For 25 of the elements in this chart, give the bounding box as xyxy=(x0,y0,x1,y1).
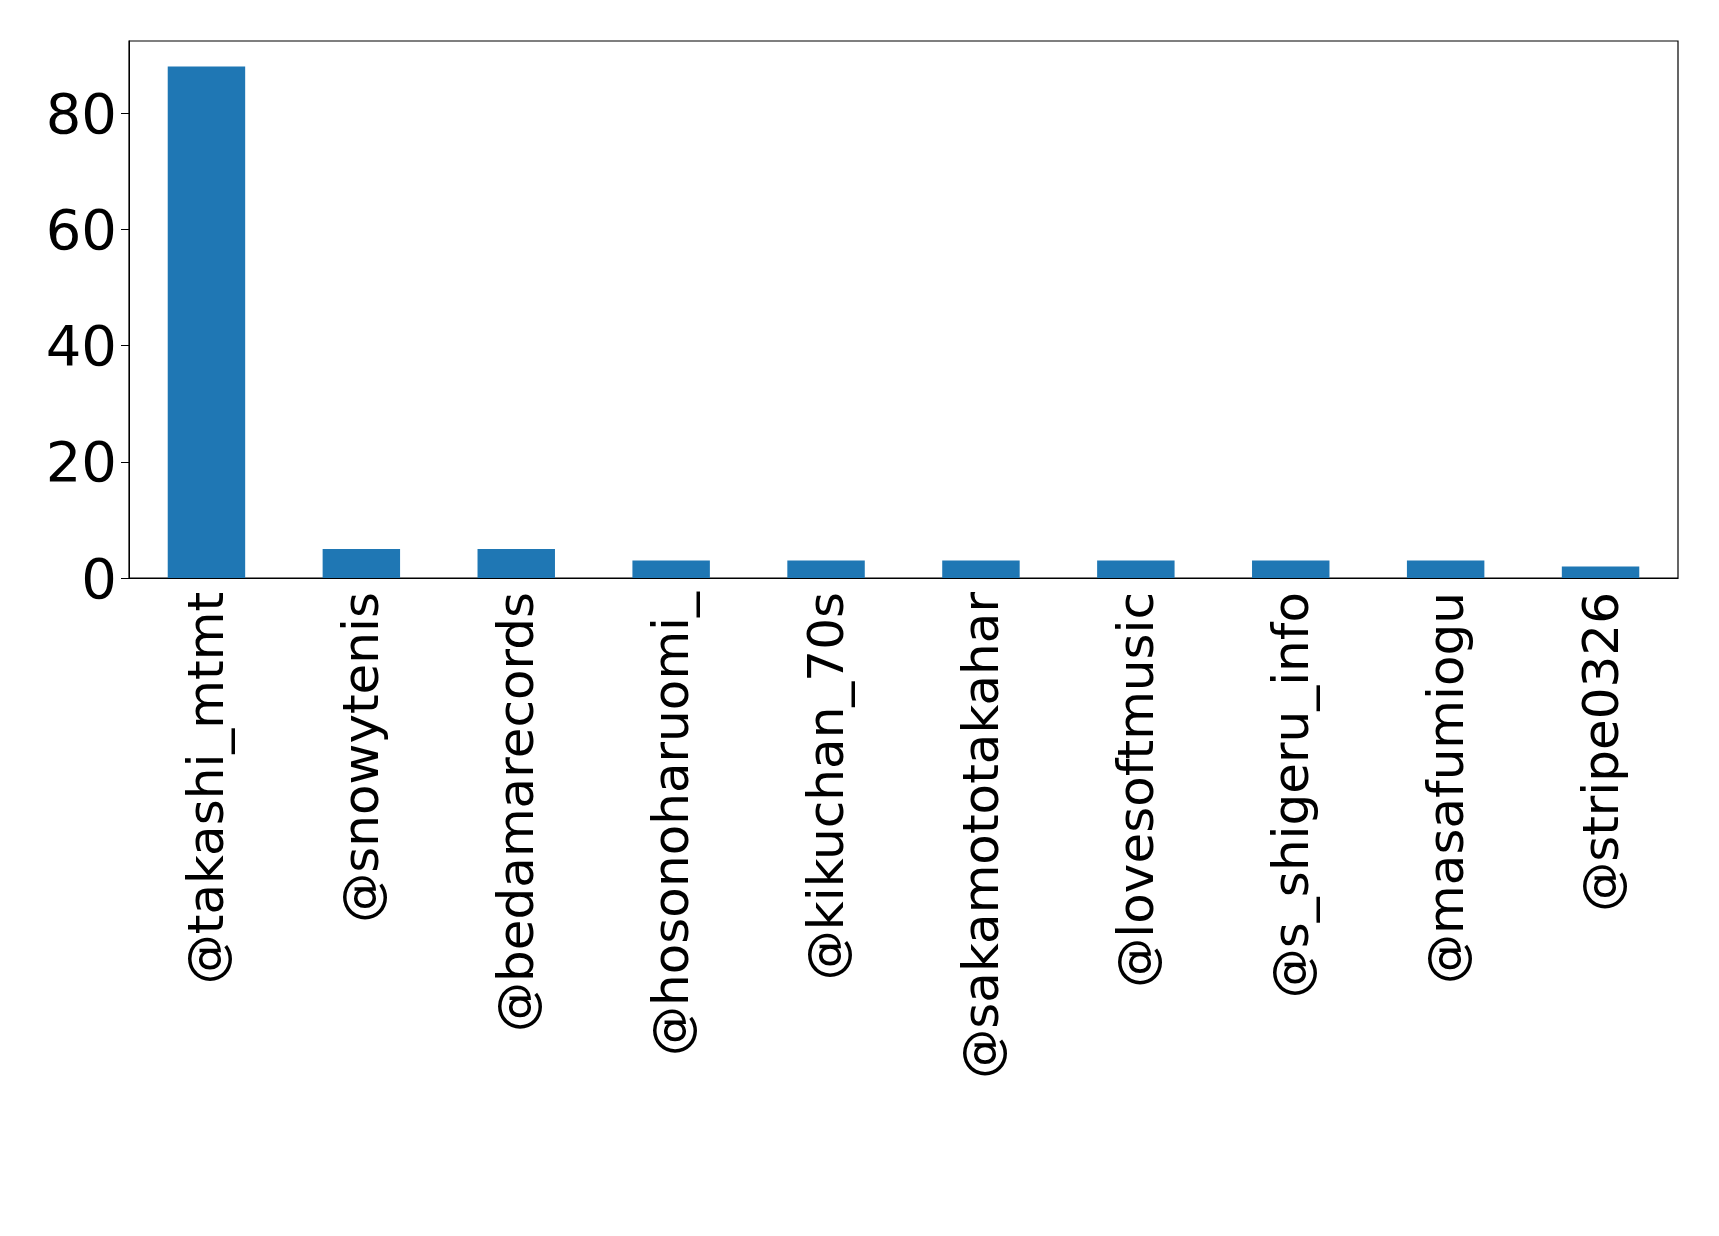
bar xyxy=(1561,566,1640,578)
x-tick-label: @kikuchan_70s xyxy=(797,592,856,981)
bar xyxy=(632,560,710,578)
x-tick-label: @lovesoftmusic xyxy=(1106,592,1165,988)
bar xyxy=(942,560,1020,578)
bar xyxy=(1252,560,1330,578)
bar xyxy=(322,548,401,578)
bar xyxy=(167,66,246,578)
x-tick-label: @takashi_mtmt xyxy=(177,592,236,985)
x-tick-label: @sakamototakahar xyxy=(951,591,1010,1079)
y-tick-label: 60 xyxy=(45,196,117,262)
y-tick-label: 80 xyxy=(45,80,117,146)
y-tick-label: 0 xyxy=(81,545,117,611)
y-tick-label: 40 xyxy=(45,313,117,379)
bar xyxy=(787,560,865,578)
bar xyxy=(477,548,555,578)
x-tick-label: @bedamarecords xyxy=(487,592,546,1032)
bar xyxy=(1097,560,1175,578)
x-tick-label: @stripe0326 xyxy=(1571,592,1630,912)
x-tick-label: @hosonoharuomi_ xyxy=(642,591,701,1056)
bar xyxy=(1406,560,1485,578)
x-tick-label: @snowytenis xyxy=(332,592,391,923)
x-tick-label: @s_shigeru_info xyxy=(1261,592,1320,999)
y-tick-label: 20 xyxy=(45,429,117,495)
x-tick-label: @masafumiogu xyxy=(1416,592,1475,984)
